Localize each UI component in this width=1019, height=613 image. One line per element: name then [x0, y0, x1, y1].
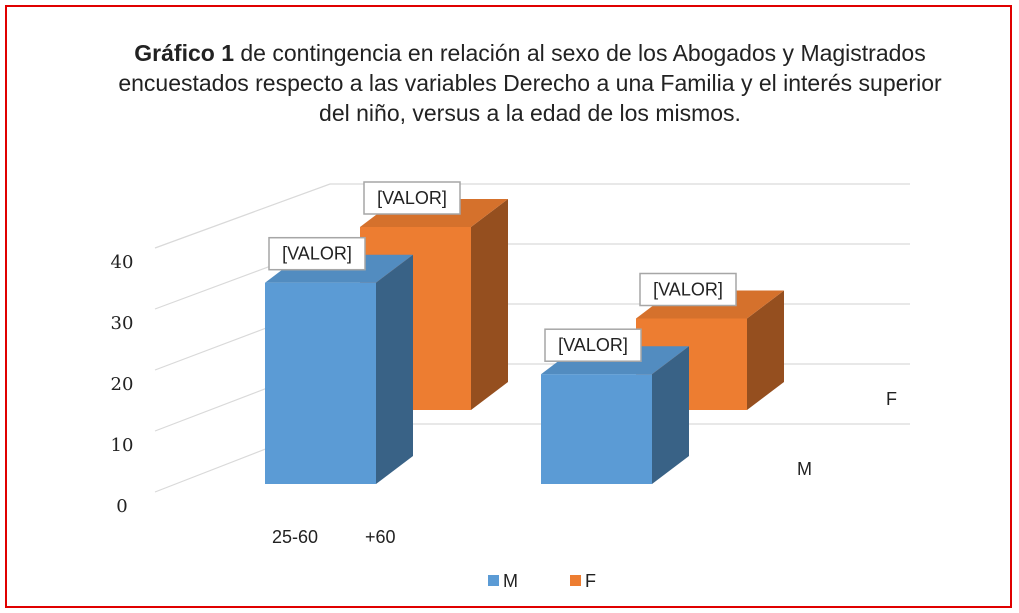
- x-tick-label: +60: [365, 527, 396, 547]
- bar: [541, 374, 652, 484]
- legend-label: F: [585, 571, 596, 591]
- y-tick-label: 10: [111, 435, 134, 456]
- value-label: [VALOR]: [558, 335, 628, 355]
- y-tick-label: 0: [116, 496, 127, 517]
- legend-swatch: [570, 575, 581, 586]
- bar-3d: [265, 254, 413, 484]
- y-tick-label: 20: [111, 374, 134, 395]
- value-label-box: [363, 181, 461, 215]
- depth-label: F: [886, 389, 897, 409]
- grid-line: [154, 183, 910, 249]
- bar-side: [376, 254, 413, 484]
- chart-title: Gráfico 1 de contingencia en relación al…: [110, 38, 950, 128]
- title-text: de contingencia en relación al sexo de l…: [118, 40, 942, 126]
- bar-side: [652, 346, 689, 484]
- value-label-box: [544, 328, 642, 362]
- depth-label: M: [797, 459, 812, 479]
- legend-label: M: [503, 571, 518, 591]
- bar: [265, 282, 376, 484]
- bar-side: [747, 290, 784, 410]
- bar-side: [471, 199, 508, 410]
- y-tick-label: 40: [111, 252, 134, 273]
- value-label-box: [268, 236, 366, 271]
- x-tick-label: 25-60: [272, 527, 318, 547]
- bar-3d: [541, 346, 689, 484]
- value-label: [VALOR]: [377, 188, 447, 208]
- value-label-box: [639, 272, 737, 307]
- frame: [5, 5, 1012, 608]
- value-label: [VALOR]: [653, 279, 723, 299]
- legend-swatch: [488, 575, 499, 586]
- title-bold: Gráfico 1: [134, 40, 234, 66]
- value-label: [VALOR]: [282, 243, 352, 263]
- y-tick-label: 30: [111, 313, 134, 334]
